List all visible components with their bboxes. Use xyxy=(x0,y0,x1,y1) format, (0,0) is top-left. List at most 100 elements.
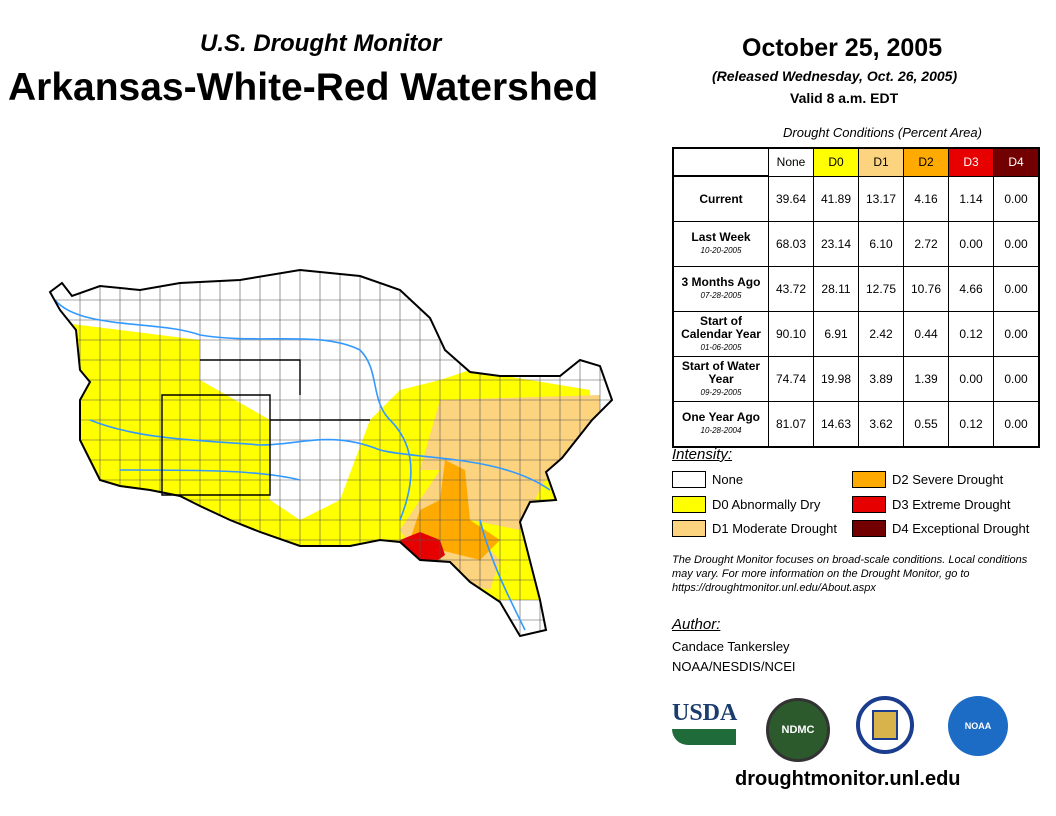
d1-region xyxy=(420,395,600,530)
legend-label: None xyxy=(712,472,744,487)
legend-item: D0 Abnormally Dry xyxy=(672,496,820,513)
table-corner xyxy=(673,148,769,177)
table-row: One Year Ago 10-28-2004 81.07 14.63 3.62 0.55… xyxy=(672,401,1040,448)
legend-swatch xyxy=(672,520,706,537)
author-label: Author: xyxy=(672,616,721,633)
table-cell: 0.12 xyxy=(948,401,994,448)
row-date: 10-20-2005 xyxy=(700,246,742,255)
row-date: 09-29-2005 xyxy=(700,387,742,397)
row-label-text: Last Week xyxy=(691,230,751,244)
legend-swatch xyxy=(852,471,886,488)
release-date: (Released Wednesday, Oct. 26, 2005) xyxy=(712,68,958,84)
table-cell: 74.74 xyxy=(768,356,814,402)
table-cell: 4.16 xyxy=(903,175,949,222)
row-label: Last Week 10-20-2005 xyxy=(672,221,769,267)
row-label-text: Start of Calendar Year xyxy=(681,313,761,341)
legend-label: D3 Extreme Drought xyxy=(892,497,1011,512)
table-cell: 81.07 xyxy=(768,401,814,448)
table-row: 3 Months Ago 07-28-2005 43.72 28.11 12.75 10.… xyxy=(672,266,1040,312)
drought-conditions-table: None D0 D1 D2 D3 D4 Current 39.64 41.89 13.17 4.16… xyxy=(672,147,1040,448)
table-row: Start of Calendar Year 01-06-2005 90.10 6.9… xyxy=(672,311,1040,357)
row-label-text: 3 Months Ago xyxy=(681,275,761,289)
watershed-map xyxy=(49,269,613,637)
table-cell: 0.00 xyxy=(993,401,1040,448)
table-row: Start of Water Year 09-29-2005 74.74 19.98 3… xyxy=(672,356,1040,402)
row-label: One Year Ago 10-28-2004 xyxy=(672,401,769,448)
column-header: D2 xyxy=(903,147,949,177)
table-cell: 0.00 xyxy=(993,311,1040,357)
row-date: 01-06-2005 xyxy=(700,342,742,352)
map-date: October 25, 2005 xyxy=(742,34,943,62)
table-cell: 0.00 xyxy=(993,266,1040,312)
table-cell: 13.17 xyxy=(858,175,904,222)
legend-item: D2 Severe Drought xyxy=(852,471,1003,488)
table-cell: 0.55 xyxy=(903,401,949,448)
table-row: Current 39.64 41.89 13.17 4.16 1.14 0.00 xyxy=(672,175,1040,222)
table-cell: 14.63 xyxy=(813,401,859,448)
legend-item: None xyxy=(672,471,743,488)
legend-item: D4 Exceptional Drought xyxy=(852,520,1029,537)
row-label: Start of Water Year 09-29-2005 xyxy=(672,356,769,402)
ndmc-logo: NDMC xyxy=(766,698,830,762)
table-cell: 0.00 xyxy=(993,221,1040,267)
column-header: D3 xyxy=(948,147,994,177)
row-label: Current xyxy=(672,175,769,222)
table-cell: 68.03 xyxy=(768,221,814,267)
table-cell: 6.10 xyxy=(858,221,904,267)
table-cell: 2.72 xyxy=(903,221,949,267)
subtitle: U.S. Drought Monitor xyxy=(200,30,442,57)
table-cell: 41.89 xyxy=(813,175,859,222)
table-cell: 43.72 xyxy=(768,266,814,312)
table-cell: 2.42 xyxy=(858,311,904,357)
table-cell: 39.64 xyxy=(768,175,814,222)
row-label: Start of Calendar Year 01-06-2005 xyxy=(672,311,769,357)
table-cell: 6.91 xyxy=(813,311,859,357)
row-label-text: Current xyxy=(699,191,743,206)
legend-swatch xyxy=(852,496,886,513)
legend-item: D1 Moderate Drought xyxy=(672,520,837,537)
commerce-seal-logo xyxy=(856,696,914,754)
d2-region xyxy=(410,460,500,560)
table-cell: 0.00 xyxy=(948,221,994,267)
table-cell: 10.76 xyxy=(903,266,949,312)
noaa-logo: NOAA xyxy=(948,696,1008,756)
table-cell: 3.62 xyxy=(858,401,904,448)
table-cell: 1.39 xyxy=(903,356,949,402)
column-header: D1 xyxy=(858,147,904,177)
table-row: Last Week 10-20-2005 68.03 23.14 6.10 2.72 0.0… xyxy=(672,221,1040,267)
author-name: Candace Tankersley xyxy=(672,639,790,654)
legend-label: D0 Abnormally Dry xyxy=(712,497,821,512)
legend-swatch xyxy=(672,471,706,488)
valid-time: Valid 8 a.m. EDT xyxy=(790,90,899,106)
d3-region xyxy=(400,532,445,566)
table-cell: 0.00 xyxy=(948,356,994,402)
table-cell: 12.75 xyxy=(858,266,904,312)
legend-title: Intensity: xyxy=(672,446,733,463)
table-cell: 0.00 xyxy=(993,175,1040,222)
table-cell: 19.98 xyxy=(813,356,859,402)
legend-label: D1 Moderate Drought xyxy=(712,521,838,536)
state-borders xyxy=(161,359,370,496)
row-label-text: One Year Ago xyxy=(681,410,761,424)
website-url[interactable]: droughtmonitor.unl.edu xyxy=(735,768,961,790)
column-header: None xyxy=(768,147,814,177)
column-header: D4 xyxy=(993,147,1040,177)
row-date: 10-28-2004 xyxy=(700,426,742,435)
disclaimer-note: The Drought Monitor focuses on broad-sca… xyxy=(672,554,1028,594)
legend-label: D2 Severe Drought xyxy=(892,472,1004,487)
map-title: Arkansas-White-Red Watershed xyxy=(8,66,599,109)
author-org: NOAA/NESDIS/NCEI xyxy=(672,659,796,674)
row-date: 07-28-2005 xyxy=(700,291,742,300)
table-cell: 23.14 xyxy=(813,221,859,267)
rivers xyxy=(54,299,551,631)
column-header: D0 xyxy=(813,147,859,177)
legend-label: D4 Exceptional Drought xyxy=(892,521,1030,536)
table-cell: 0.44 xyxy=(903,311,949,357)
table-cell: 3.89 xyxy=(858,356,904,402)
legend-item: D3 Extreme Drought xyxy=(852,496,1011,513)
table-title: Drought Conditions (Percent Area) xyxy=(783,125,982,140)
legend-swatch xyxy=(852,520,886,537)
usda-logo: USDA xyxy=(672,700,737,748)
row-label-text: Start of Water Year xyxy=(681,358,761,386)
author-info: Candace Tankersley NOAA/NESDIS/NCEI xyxy=(672,637,796,677)
